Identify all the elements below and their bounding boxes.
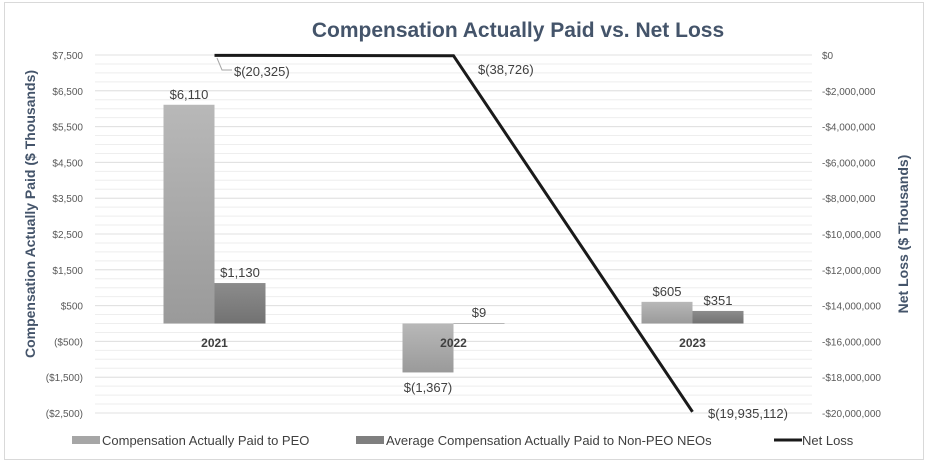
y-right-tick-label: -$20,000,000 <box>822 409 881 420</box>
net-loss-line <box>214 53 694 413</box>
y-left-tick-label: ($2,500) <box>46 409 83 420</box>
y-left-tick-label: ($1,500) <box>46 373 83 384</box>
y-left-tick-label: ($500) <box>54 337 83 348</box>
y-left-tick-label: $6,500 <box>52 87 83 98</box>
line-data-label: $(19,935,112) <box>708 406 788 421</box>
bar-peo <box>163 104 215 324</box>
legend-label: Net Loss <box>802 433 854 448</box>
y-right-tick-label: -$16,000,000 <box>822 337 881 348</box>
x-tick-label: 2022 <box>440 336 467 350</box>
y-right-tick-label: -$6,000,000 <box>822 158 876 169</box>
x-tick-label: 2023 <box>679 336 706 350</box>
y-axis-left-title: Compensation Actually Paid ($ Thousands) <box>22 70 38 358</box>
y-left-tick-label: $2,500 <box>52 230 83 241</box>
bar-neo <box>692 310 744 324</box>
legend-label: Compensation Actually Paid to PEO <box>102 433 309 448</box>
legend-label: Average Compensation Actually Paid to No… <box>386 433 712 448</box>
bar-neo <box>214 283 266 324</box>
bar-data-label: $605 <box>653 284 682 299</box>
y-right-tick-label: $0 <box>822 51 834 62</box>
legend-swatch <box>72 436 100 444</box>
bar-neo <box>453 323 505 324</box>
line-data-label: $(20,325) <box>234 64 290 79</box>
bar-data-label: $1,130 <box>220 265 260 280</box>
chart-frame <box>4 2 924 460</box>
y-right-tick-label: -$18,000,000 <box>822 373 881 384</box>
bar-peo <box>641 301 693 324</box>
bar-data-label: $351 <box>704 293 733 308</box>
y-left-tick-label: $7,500 <box>52 51 83 62</box>
y-left-tick-label: $3,500 <box>52 194 83 205</box>
y-right-tick-label: -$8,000,000 <box>822 194 876 205</box>
chart-title: Compensation Actually Paid vs. Net Loss <box>312 19 724 42</box>
y-left-tick-label: $5,500 <box>52 123 83 134</box>
y-left-tick-label: $1,500 <box>52 266 83 277</box>
y-left-tick-label: $500 <box>61 302 84 313</box>
bar-data-label: $9 <box>472 305 486 320</box>
x-tick-label: 2021 <box>201 336 228 350</box>
y-left-tick-label: $4,500 <box>52 158 83 169</box>
y-axis-right-title: Net Loss ($ Thousands) <box>895 155 911 314</box>
y-right-tick-label: -$4,000,000 <box>822 123 876 134</box>
line-data-label: $(38,726) <box>478 62 534 77</box>
legend-swatch <box>356 436 384 444</box>
y-right-tick-label: -$12,000,000 <box>822 266 881 277</box>
bar-data-label: $6,110 <box>170 87 209 102</box>
bar-data-label: $(1,367) <box>404 380 452 395</box>
y-right-tick-label: -$2,000,000 <box>822 87 876 98</box>
leader-line <box>216 57 232 71</box>
y-right-tick-label: -$14,000,000 <box>822 302 881 313</box>
bar-peo <box>402 323 454 373</box>
y-right-tick-label: -$10,000,000 <box>822 230 881 241</box>
